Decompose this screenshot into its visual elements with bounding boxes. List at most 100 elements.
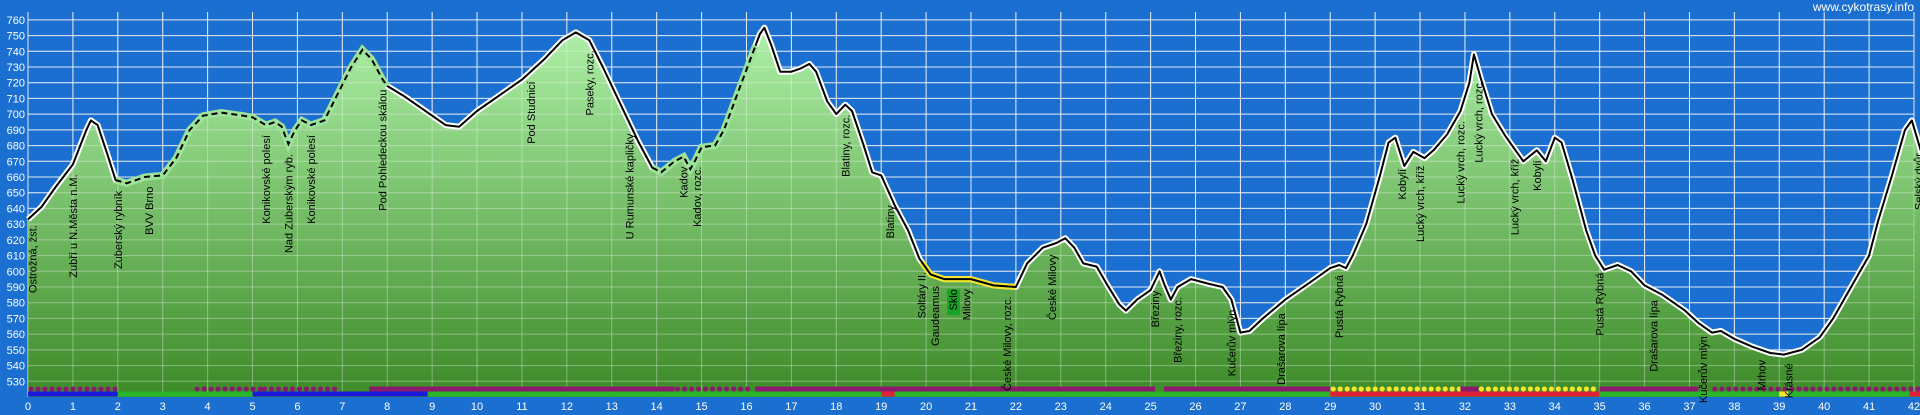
place-label: Pod Studnicí xyxy=(526,81,538,143)
x-tick-label: 33 xyxy=(1504,401,1516,413)
y-tick-label: 710 xyxy=(7,93,25,105)
place-label: Selský dvůr xyxy=(1914,153,1920,210)
marker-dot xyxy=(1915,386,1920,392)
marker-dot xyxy=(49,386,55,392)
marker-bar xyxy=(117,391,253,397)
marker-bar xyxy=(894,391,1331,397)
marker-bar xyxy=(755,386,1156,392)
marker-dot xyxy=(1817,386,1823,392)
marker-dot xyxy=(682,386,688,392)
y-tick-label: 740 xyxy=(7,46,25,58)
place-label: Kadov, rozc. xyxy=(692,167,704,227)
svg-text:Zuberský rybník: Zuberský rybník xyxy=(113,190,125,269)
x-tick-label: 36 xyxy=(1638,401,1650,413)
marker-dot xyxy=(1449,386,1455,392)
marker-dot xyxy=(317,386,324,392)
place-label: Pod Pohledeckou skálou xyxy=(378,90,390,211)
marker-dot xyxy=(1761,386,1767,392)
svg-text:Lucký vrch, kříž: Lucký vrch, kříž xyxy=(1415,166,1427,242)
marker-dot xyxy=(1506,386,1512,392)
marker-dot xyxy=(42,386,48,392)
marker-dot xyxy=(1831,386,1837,392)
svg-text:Pustá Rybná: Pustá Rybná xyxy=(1595,272,1607,336)
x-tick-label: 15 xyxy=(695,401,707,413)
svg-text:Pod Studnicí: Pod Studnicí xyxy=(526,81,538,143)
y-tick-label: 570 xyxy=(7,313,25,325)
marker-dot xyxy=(1379,386,1385,392)
svg-text:Ostrožná, žst.: Ostrožná, žst. xyxy=(28,225,40,293)
place-label: Lucký vrch, rozc. xyxy=(1473,80,1485,163)
svg-text:Milovy: Milovy xyxy=(962,289,974,321)
marker-bar xyxy=(427,391,882,397)
marker-dot xyxy=(229,386,235,392)
marker-dot xyxy=(261,386,268,392)
grid-lines-over-area xyxy=(27,12,1915,397)
marker-dot xyxy=(1548,386,1554,392)
svg-text:Březiny: Březiny xyxy=(1150,290,1162,327)
svg-text:Blatiny, rozc.: Blatiny, rozc. xyxy=(840,115,852,177)
place-label: Kobylí xyxy=(1532,160,1544,191)
marker-dot xyxy=(70,386,76,392)
place-label: Kučerův mlýn xyxy=(1226,310,1238,377)
marker-dot xyxy=(1513,386,1519,392)
marker-dot xyxy=(1908,386,1914,392)
marker-dot xyxy=(28,386,34,392)
x-tick-label: 4 xyxy=(205,401,211,413)
place-label: Březiny xyxy=(1150,290,1162,327)
y-tick-label: 620 xyxy=(7,235,25,247)
marker-dot xyxy=(1499,386,1505,392)
svg-text:Drašarova lípa: Drašarova lípa xyxy=(1649,299,1661,371)
svg-text:Krásné: Krásné xyxy=(1783,363,1795,398)
elevation-area xyxy=(28,27,1920,397)
y-tick-label: 580 xyxy=(7,298,25,310)
place-label: Milovy xyxy=(962,289,974,321)
unpaved-segments xyxy=(114,44,759,187)
marker-dot xyxy=(1330,386,1336,392)
place-label: Pustá Rybná xyxy=(1595,272,1607,336)
x-tick-label: 32 xyxy=(1459,401,1471,413)
svg-text:Drašarova lípa: Drašarova lípa xyxy=(1276,312,1288,384)
marker-dot xyxy=(1492,386,1498,392)
marker-dot xyxy=(1421,386,1427,392)
place-label: Lucký vrch, kříž xyxy=(1509,159,1521,235)
svg-text:Pustá Rybná: Pustá Rybná xyxy=(1334,274,1346,338)
marker-dot xyxy=(710,386,716,392)
place-label: Konikovské polesí xyxy=(261,135,273,224)
marker-dot xyxy=(222,386,228,392)
marker-dot xyxy=(1824,386,1830,392)
x-tick-label: 19 xyxy=(875,401,887,413)
place-label: Kučerův mlýn xyxy=(1698,336,1710,403)
svg-text:Selský dvůr: Selský dvůr xyxy=(1914,153,1920,210)
y-tick-label: 720 xyxy=(7,78,25,90)
x-tick-label: 31 xyxy=(1414,401,1426,413)
place-label: Krásné xyxy=(1783,363,1795,398)
place-label: Mrhov xyxy=(1756,359,1768,390)
marker-dot xyxy=(703,386,709,392)
x-tick-label: 16 xyxy=(740,401,752,413)
svg-text:Lucký vrch, kříž: Lucký vrch, kříž xyxy=(1509,159,1521,235)
x-tick-label: 13 xyxy=(606,401,618,413)
marker-dot xyxy=(717,386,723,392)
marker-dot xyxy=(201,386,207,392)
place-label: Ostrožná, žst. xyxy=(28,225,40,293)
svg-text:Gaudeamus: Gaudeamus xyxy=(930,286,942,346)
unpaved-segment xyxy=(651,45,757,174)
marker-dot xyxy=(1576,386,1582,392)
place-label: Kobylí xyxy=(1397,169,1409,200)
x-tick-label: 0 xyxy=(25,401,31,413)
x-tick-label: 42 xyxy=(1908,401,1920,413)
marker-dot xyxy=(1852,386,1858,392)
marker-dot xyxy=(1775,386,1781,392)
x-tick-label: 10 xyxy=(471,401,483,413)
marker-dot xyxy=(1555,386,1561,392)
svg-text:Soltáry II.: Soltáry II. xyxy=(917,272,929,318)
place-label: Pustá Rybná xyxy=(1334,274,1346,338)
watermark: www.cykotrasy.info xyxy=(1812,0,1914,14)
marker-dot xyxy=(1768,386,1774,392)
x-tick-label: 1 xyxy=(70,401,76,413)
marker-bar xyxy=(28,391,118,397)
marker-dot xyxy=(257,386,263,392)
x-tick-label: 7 xyxy=(339,401,345,413)
x-tick-label: 35 xyxy=(1594,401,1606,413)
svg-text:Kadov, rozc.: Kadov, rozc. xyxy=(692,167,704,227)
